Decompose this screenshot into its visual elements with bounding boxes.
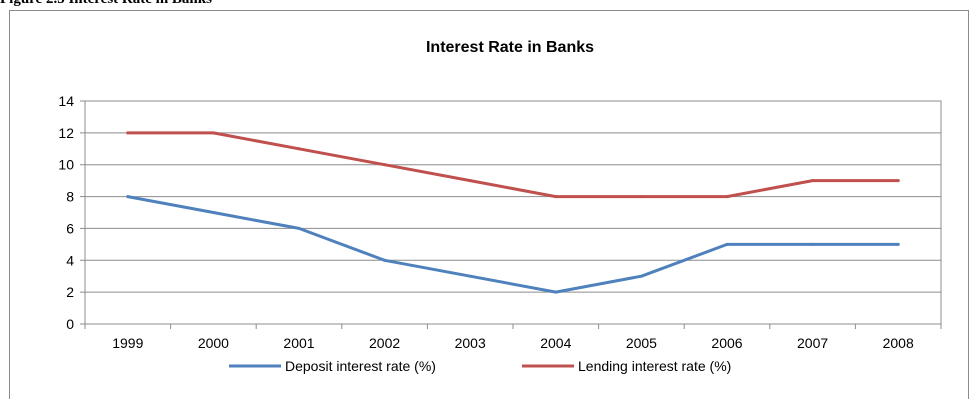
x-tick-label: 1999	[112, 335, 143, 351]
data-point	[126, 131, 130, 135]
data-point	[811, 242, 815, 246]
y-tick-label: 14	[58, 93, 74, 109]
data-point	[554, 290, 558, 294]
data-point	[383, 163, 387, 167]
x-tick-label: 2005	[626, 335, 657, 351]
gridlines	[85, 132, 941, 293]
y-tick-label: 6	[66, 220, 74, 236]
data-point	[468, 179, 472, 183]
data-point	[725, 242, 729, 246]
data-point	[811, 179, 815, 183]
data-point	[297, 226, 301, 230]
data-point	[211, 211, 215, 214]
data-point	[639, 274, 643, 278]
y-axis-ticks: 0 2 4 6 8 10 12 14	[58, 93, 85, 332]
figure-caption: Figure 2.5 Interest Rate in Banks	[0, 0, 212, 8]
legend-item: Lending interest rate (%)	[522, 358, 731, 374]
series-lines	[126, 131, 900, 294]
data-point	[896, 179, 900, 183]
x-axis-ticks: 1999 2000 2001 2002 2003 2004 2005 2006 2007 2008	[84, 324, 942, 351]
data-point	[554, 195, 558, 199]
y-tick-label: 4	[66, 252, 74, 268]
data-point	[126, 195, 130, 199]
x-tick-label: 2000	[198, 335, 229, 351]
x-tick-label: 2002	[369, 335, 400, 351]
legend-label: Lending interest rate (%)	[578, 358, 731, 374]
data-point	[211, 131, 215, 135]
x-tick-label: 2006	[711, 335, 742, 351]
y-tick-label: 10	[58, 157, 74, 173]
series-line-1	[126, 131, 900, 199]
data-point	[297, 147, 301, 151]
legend: Deposit interest rate (%) Lending interes…	[229, 358, 731, 374]
line-chart: Interest Rate in Banks 0 2 4 6 8 10 12 14 1999 2…	[58, 39, 942, 374]
y-tick-label: 2	[66, 284, 74, 300]
x-tick-label: 2007	[797, 335, 828, 351]
data-point	[725, 195, 729, 199]
y-tick-label: 12	[58, 125, 74, 141]
legend-label: Deposit interest rate (%)	[285, 358, 436, 374]
x-tick-label: 2004	[540, 335, 571, 351]
series-line-0	[126, 195, 900, 294]
data-point	[896, 242, 900, 246]
data-point	[468, 274, 472, 278]
chart-title: Interest Rate in Banks	[426, 39, 594, 56]
x-tick-label: 2003	[455, 335, 486, 351]
data-point	[639, 195, 643, 199]
chart-frame: Interest Rate in Banks 0 2 4 6 8 10 12 14 1999 2…	[9, 10, 969, 399]
y-tick-label: 0	[66, 316, 74, 332]
x-tick-label: 2001	[283, 335, 314, 351]
legend-item: Deposit interest rate (%)	[229, 358, 436, 374]
data-point	[383, 258, 387, 262]
y-tick-label: 8	[66, 189, 74, 205]
x-tick-label: 2008	[883, 335, 914, 351]
